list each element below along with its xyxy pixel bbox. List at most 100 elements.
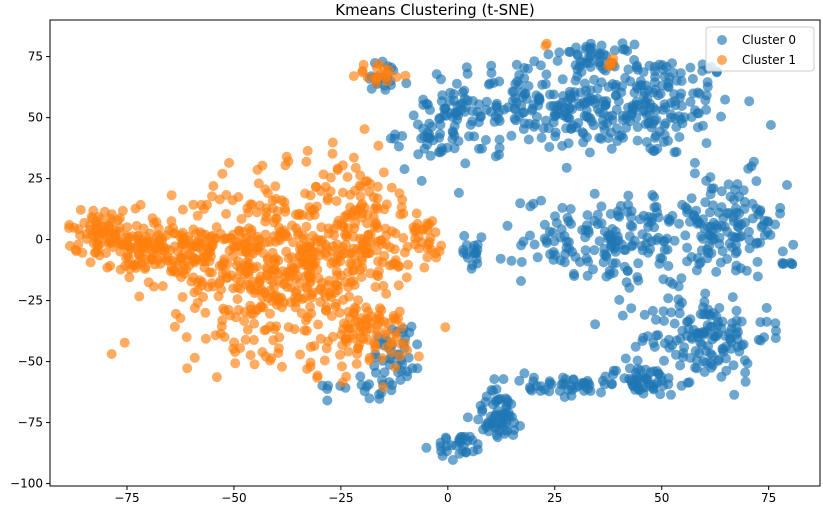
data-point <box>283 322 294 333</box>
data-point <box>401 78 412 89</box>
data-point <box>605 230 616 240</box>
data-point <box>475 111 486 122</box>
data-point <box>564 113 575 124</box>
data-point <box>633 258 644 269</box>
data-point <box>189 287 200 298</box>
data-point <box>474 143 484 154</box>
data-point <box>663 261 674 271</box>
data-point <box>371 270 382 281</box>
data-point <box>364 393 375 404</box>
data-point <box>671 349 681 360</box>
data-point <box>341 371 352 382</box>
data-point <box>561 162 572 173</box>
data-point <box>509 425 520 435</box>
data-point <box>79 217 90 228</box>
data-point <box>309 341 320 351</box>
data-point <box>659 355 669 366</box>
data-point <box>714 303 725 313</box>
data-point <box>240 334 251 345</box>
data-point <box>714 207 724 218</box>
data-point <box>627 240 638 251</box>
data-point <box>599 379 610 390</box>
data-point <box>373 140 384 151</box>
data-point <box>689 157 700 168</box>
data-point <box>431 69 442 80</box>
data-point <box>200 333 211 344</box>
data-point <box>285 297 296 308</box>
data-point <box>462 412 473 423</box>
data-point <box>633 382 644 392</box>
data-point <box>134 247 145 258</box>
data-point <box>181 332 192 343</box>
data-point <box>538 123 549 134</box>
data-point <box>386 385 397 396</box>
data-point <box>617 115 628 125</box>
data-point <box>122 222 133 233</box>
data-point <box>198 292 209 302</box>
data-point <box>466 263 477 274</box>
data-point <box>188 224 199 235</box>
data-point <box>356 313 367 324</box>
data-point <box>206 267 217 278</box>
data-point <box>370 282 381 292</box>
data-point <box>321 305 332 316</box>
data-point <box>369 338 380 349</box>
data-point <box>323 380 334 391</box>
data-point <box>582 270 593 281</box>
data-point <box>649 192 660 202</box>
data-point <box>648 366 659 377</box>
data-point <box>357 238 368 249</box>
data-point <box>598 108 609 119</box>
data-point <box>677 199 688 210</box>
data-point <box>685 216 695 227</box>
data-point <box>533 100 544 111</box>
data-point <box>306 289 317 300</box>
data-point <box>624 363 635 374</box>
data-point <box>642 94 653 104</box>
data-point <box>411 208 422 219</box>
data-point <box>449 130 460 141</box>
data-point <box>617 310 628 321</box>
data-point <box>249 318 260 329</box>
data-point <box>254 235 265 246</box>
data-point <box>673 281 684 292</box>
data-point <box>265 308 275 319</box>
data-point <box>379 250 390 261</box>
data-point <box>164 225 175 236</box>
data-point <box>388 310 399 321</box>
data-point <box>332 165 343 176</box>
data-point <box>516 240 527 251</box>
data-point <box>273 268 283 279</box>
data-point <box>410 233 421 244</box>
data-point <box>528 376 539 387</box>
data-point <box>454 448 465 459</box>
data-point <box>632 355 643 366</box>
data-point <box>86 211 97 222</box>
data-point <box>320 248 331 259</box>
data-point <box>214 261 225 271</box>
data-point <box>232 294 243 305</box>
data-point <box>207 191 217 202</box>
data-point <box>651 201 662 212</box>
legend-marker <box>717 35 727 45</box>
data-point <box>270 181 281 192</box>
data-point <box>242 260 253 271</box>
data-point <box>701 175 712 186</box>
data-point <box>328 257 339 268</box>
data-point <box>380 223 391 234</box>
data-point <box>402 366 413 377</box>
data-point <box>208 181 219 191</box>
data-point <box>157 281 168 292</box>
data-point <box>642 331 653 342</box>
data-point <box>260 184 271 195</box>
data-point <box>368 212 379 222</box>
data-point <box>570 75 581 86</box>
data-point <box>525 201 536 212</box>
data-point <box>246 225 257 236</box>
data-point <box>740 217 751 228</box>
data-point <box>477 406 488 417</box>
data-point <box>519 368 530 379</box>
data-point <box>751 176 762 187</box>
data-point <box>371 78 382 88</box>
data-point <box>788 239 799 250</box>
